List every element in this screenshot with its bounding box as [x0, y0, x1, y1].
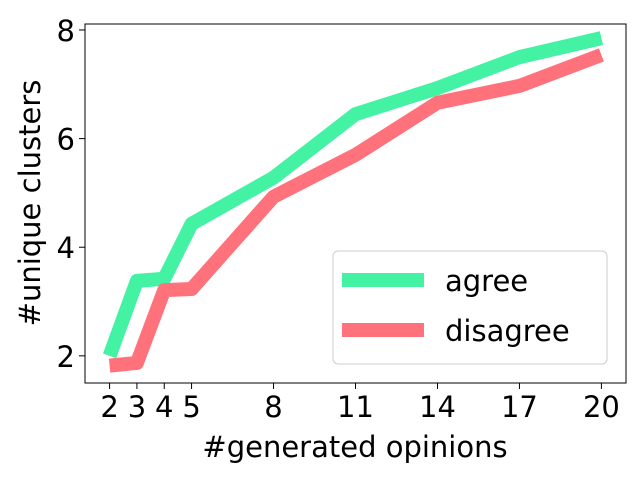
y-tick-label: 4: [57, 231, 75, 265]
x-tick-label: 17: [501, 390, 538, 424]
x-tick-label: 8: [264, 390, 282, 424]
legend-label: agree: [445, 264, 528, 298]
legend-label: disagree: [445, 314, 570, 348]
series-line: [103, 31, 603, 359]
x-tick-label: 5: [182, 390, 200, 424]
plot-frame: [84, 23, 627, 384]
x-tick-label: 3: [128, 390, 146, 424]
x-axis-label: #generated opinions: [202, 430, 507, 464]
legend: agree disagree: [332, 250, 608, 365]
x-tick-label: 4: [155, 390, 173, 424]
x-tick-label: 20: [583, 390, 620, 424]
y-tick-label: 6: [57, 123, 75, 157]
series-line: [108, 48, 604, 373]
x-tick-label: 14: [419, 390, 456, 424]
x-tick-label: 11: [337, 390, 374, 424]
y-axis-label: #unique clusters: [13, 80, 47, 327]
y-tick-label: 8: [57, 14, 75, 48]
x-tick-label: 2: [100, 390, 118, 424]
y-tick-label: 2: [57, 340, 75, 374]
